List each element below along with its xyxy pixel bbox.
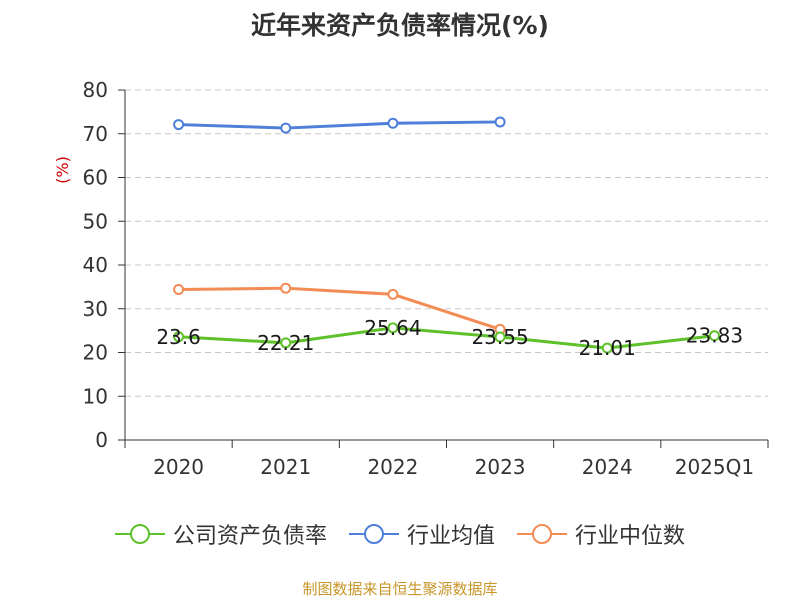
- data-point-2-2020: [173, 284, 185, 295]
- data-point-0-2021: [280, 337, 292, 349]
- data-point-1-2023: [494, 116, 506, 128]
- data-label-2023: 23.55: [471, 325, 528, 349]
- y-tick-label-80: 80: [83, 78, 108, 102]
- data-point-1-2022: [387, 117, 399, 129]
- data-point-2-2022: [387, 288, 399, 300]
- chart-title: 近年来资产负债率情况(%): [251, 11, 549, 40]
- series-line-2: [178, 286, 501, 331]
- y-tick-label-0: 0: [95, 428, 108, 452]
- x-tick-label-2025Q1: 2025Q1: [675, 455, 754, 479]
- data-point-0-2025Q1: [708, 330, 720, 342]
- series-line-1: [178, 120, 501, 130]
- data-point-0-2024: [601, 342, 613, 354]
- x-tick-label-2020: 2020: [153, 455, 204, 479]
- legend-item-company[interactable]: 公司资产负债率: [114, 518, 327, 550]
- legend-label-company: 公司资产负债率: [172, 524, 327, 549]
- y-tick-label-20: 20: [83, 341, 108, 365]
- data-label-2020: 23.6: [156, 325, 201, 349]
- x-tick-label-2022: 2022: [367, 455, 418, 479]
- data-point-1-2020: [173, 119, 185, 131]
- y-tick-label-50: 50: [83, 209, 108, 233]
- legend-item-industry-mean[interactable]: 行业均值: [348, 518, 495, 550]
- data-point-1-2021: [280, 122, 292, 134]
- data-point-0-2020: [173, 331, 185, 343]
- y-tick-label-40: 40: [83, 253, 108, 277]
- data-source-note: 制图数据来自恒生聚源数据库: [302, 580, 498, 598]
- x-tick-label-2023: 2023: [475, 455, 526, 479]
- data-point-0-2022: [387, 322, 399, 334]
- series-line-0: [178, 326, 715, 350]
- y-tick-label-10: 10: [83, 384, 108, 408]
- y-axis-label: (%): [53, 156, 72, 184]
- x-tick-label-2021: 2021: [260, 455, 311, 479]
- legend: 公司资产负债率 行业均值 行业中位数: [0, 518, 800, 550]
- y-tick-label-70: 70: [83, 122, 108, 146]
- legend-label-industry-median: 行业中位数: [575, 524, 686, 549]
- legend-swatch-industry-mean: [348, 524, 399, 544]
- x-tick-label-2024: 2024: [582, 455, 633, 479]
- legend-swatch-company: [114, 524, 165, 544]
- data-point-2-2021: [280, 282, 292, 294]
- y-tick-label-30: 30: [83, 297, 108, 321]
- data-label-2021: 22.21: [257, 331, 314, 355]
- legend-item-industry-median[interactable]: 行业中位数: [517, 518, 685, 550]
- data-label-2025Q1: 23.83: [686, 324, 743, 348]
- data-label-2024: 21.01: [579, 336, 636, 360]
- data-point-0-2023: [494, 331, 506, 343]
- legend-label-industry-mean: 行业均值: [406, 524, 495, 549]
- data-label-2022: 25.64: [364, 316, 421, 340]
- legend-swatch-industry-median: [517, 524, 567, 544]
- y-tick-label-60: 60: [83, 166, 108, 190]
